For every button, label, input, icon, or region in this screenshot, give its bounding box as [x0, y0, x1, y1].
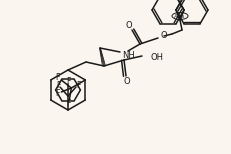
Text: F: F	[55, 73, 59, 83]
Text: O: O	[125, 20, 132, 30]
Text: NH: NH	[122, 51, 134, 59]
Text: OH: OH	[150, 53, 163, 61]
Text: F: F	[66, 77, 70, 85]
Text: Abs: Abs	[173, 14, 185, 18]
Text: F: F	[56, 81, 60, 89]
Text: F: F	[76, 81, 80, 89]
Text: O: O	[160, 30, 167, 39]
Text: O: O	[123, 77, 130, 85]
Text: F: F	[55, 89, 59, 97]
Text: F: F	[66, 99, 70, 109]
